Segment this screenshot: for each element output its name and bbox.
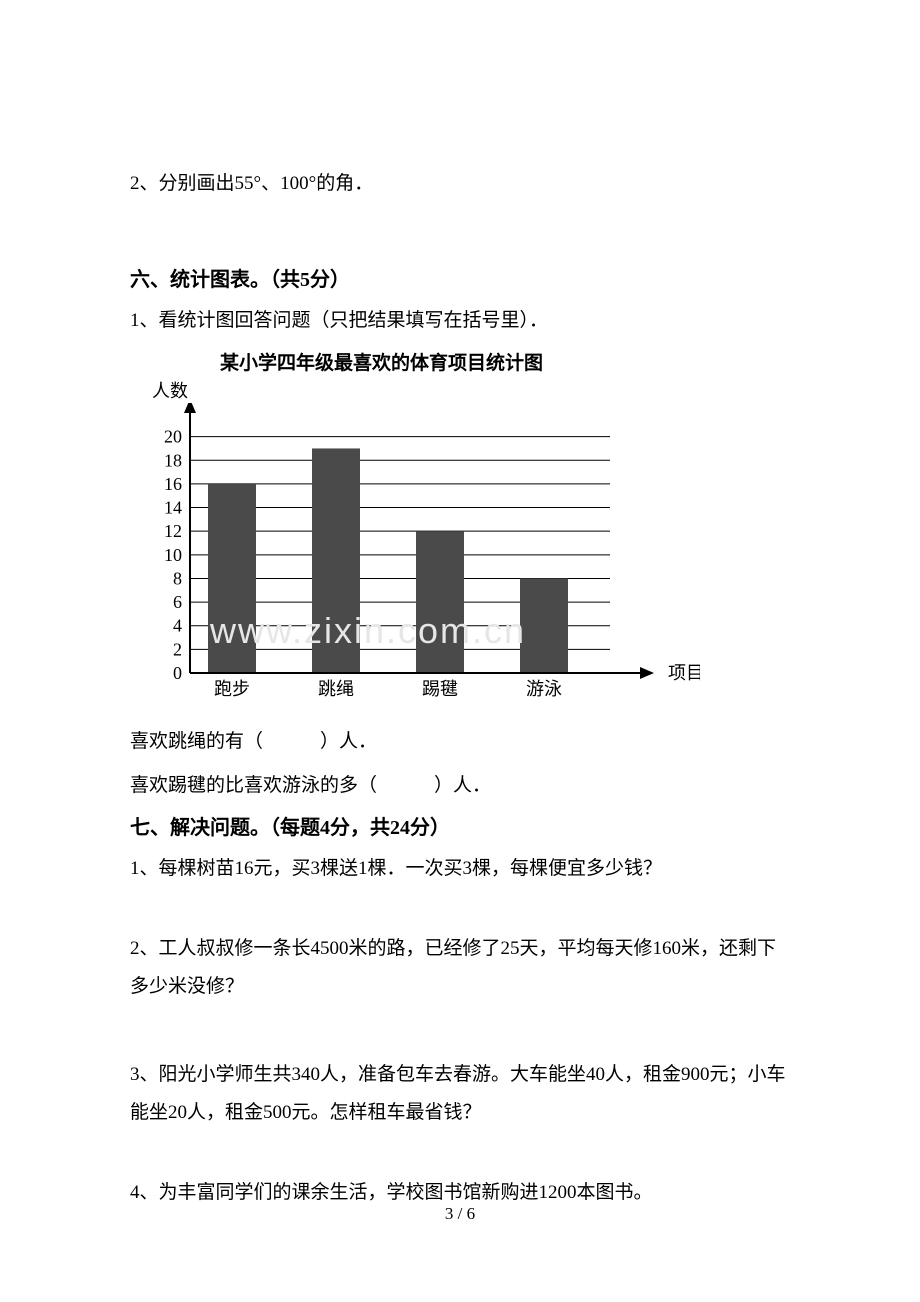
chart-ylabel: 人数: [152, 377, 790, 403]
svg-text:8: 8: [173, 568, 182, 588]
svg-text:6: 6: [173, 592, 182, 612]
svg-text:14: 14: [164, 498, 182, 518]
svg-text:跳绳: 跳绳: [318, 679, 354, 699]
svg-text:踢毽: 踢毽: [422, 679, 458, 699]
svg-text:20: 20: [164, 427, 182, 447]
bar-chart-svg: 0 2 4 6 8 10 12 14 16 18 20 跑步 跳绳 踢毽 游泳 项目: [130, 403, 700, 713]
section-7-q1: 1、每棵树苗16元，买3棵送1棵．一次买3棵，每棵便宜多少钱？: [130, 850, 790, 888]
svg-text:项目: 项目: [668, 663, 700, 683]
question-2-draw-angles: 2、分别画出55°、100°的角．: [130, 165, 790, 203]
section-6-q1: 1、看统计图回答问题（只把结果填写在括号里）．: [130, 302, 790, 340]
section-7-heading: 七、解决问题。（每题4分，共24分）: [130, 811, 790, 840]
svg-text:16: 16: [164, 474, 182, 494]
chart-title: 某小学四年级最喜欢的体育项目统计图: [130, 348, 790, 375]
svg-text:2: 2: [173, 639, 182, 659]
section-6-ans2: 喜欢踢毽的比喜欢游泳的多（ ）人．: [130, 767, 790, 805]
section-6-ans1: 喜欢跳绳的有（ ）人．: [130, 723, 790, 761]
section-6-heading: 六、统计图表。（共5分）: [130, 263, 790, 292]
svg-text:4: 4: [173, 616, 182, 636]
svg-text:跑步: 跑步: [214, 679, 250, 699]
svg-text:0: 0: [173, 663, 182, 683]
section-7-q2: 2、工人叔叔修一条长4500米的路，已经修了25天，平均每天修160米，还剩下多…: [130, 930, 790, 1006]
svg-text:游泳: 游泳: [526, 679, 562, 699]
section-7-q3: 3、阳光小学师生共340人，准备包车去春游。大车能坐40人，租金900元；小车能…: [130, 1056, 790, 1132]
svg-text:12: 12: [164, 521, 182, 541]
bar-chart-container: 某小学四年级最喜欢的体育项目统计图 人数 0 2 4 6 8 10 12 14 16 18 20 跑步…: [130, 348, 790, 713]
svg-text:18: 18: [164, 450, 182, 470]
page-number: 3 / 6: [0, 1204, 920, 1224]
svg-text:10: 10: [164, 545, 182, 565]
